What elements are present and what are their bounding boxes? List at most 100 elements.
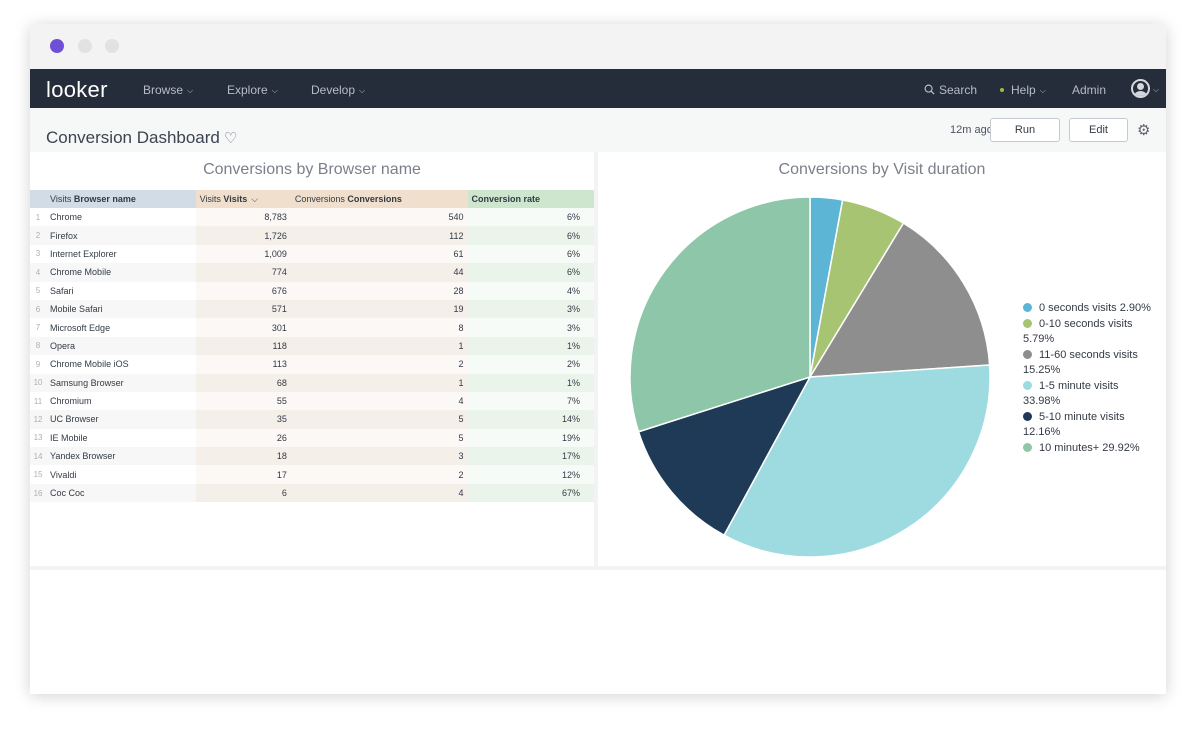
cell-conversion-rate: 67% — [467, 483, 594, 503]
cell-conversions: 19 — [290, 299, 468, 319]
cell-browser-name: Chromium — [50, 396, 92, 407]
cell-conversion-rate: 6% — [467, 244, 594, 264]
empty-tile-row — [30, 570, 1166, 694]
row-number: 9 — [35, 359, 41, 369]
legend-label: 10 minutes+ 29.92% — [1039, 441, 1140, 454]
window-titlebar — [30, 24, 1166, 69]
cell-conversions: 4 — [290, 391, 468, 411]
user-avatar-icon[interactable] — [1131, 79, 1150, 98]
column-header-conversion-rate[interactable]: Conversion rate — [467, 190, 594, 208]
row-number: 8 — [30, 336, 47, 356]
legend-item[interactable]: 5-10 minute visits 12.16% — [1023, 410, 1153, 441]
cell-conversion-rate: 3% — [467, 318, 594, 337]
cell-browser-name: Samsung Browser — [46, 373, 196, 392]
cell-visits: 68 — [195, 373, 291, 392]
cell-browser-name: Mobile Safari — [46, 299, 196, 319]
cell-conversions: 44 — [290, 263, 468, 282]
legend-item[interactable]: 10 minutes+ 29.92% — [1023, 441, 1153, 457]
table-row[interactable]: 8 Opera 118 1 1% — [30, 336, 594, 356]
chevron-down-icon: ⌵ — [187, 86, 194, 95]
cell-browser-name: Firefox — [46, 226, 196, 245]
row-number: 13 — [33, 433, 43, 443]
cell-browser-name: IE Mobile — [50, 432, 88, 443]
row-number: 3 — [35, 249, 41, 259]
edit-button[interactable]: Edit — [1069, 118, 1128, 142]
duration-tile-title: Conversions by Visit duration — [778, 161, 986, 178]
table-row[interactable]: 1 Chrome 8,783 540 6% — [30, 208, 594, 227]
looker-logo[interactable]: looker — [46, 77, 108, 102]
table-row[interactable]: 5 Safari 676 28 4% — [30, 281, 594, 300]
cell-browser-name: Chrome — [50, 212, 83, 223]
legend-item[interactable]: 11-60 seconds visits 15.25% — [1023, 348, 1153, 379]
cell-conversion-rate: 17% — [467, 447, 594, 466]
table-row[interactable]: 10 Samsung Browser 68 1 1% — [30, 373, 594, 392]
nav-browse[interactable]: Browse ⌵ — [143, 83, 193, 97]
top-navbar: looker Browse ⌵ Explore ⌵ Develop ⌵ Search … — [30, 69, 1166, 108]
table-row[interactable]: 6 Mobile Safari 571 19 3% — [30, 299, 594, 319]
cell-browser-name: Opera — [46, 336, 196, 356]
row-number: 14 — [30, 447, 47, 466]
column-header-conversions[interactable]: Conversions Conversions — [290, 190, 468, 208]
table-row[interactable]: 16 Coc Coc 6 4 67% — [30, 483, 594, 503]
cell-visits: 1,726 — [195, 226, 291, 245]
nav-develop[interactable]: Develop ⌵ — [311, 83, 365, 97]
table-row[interactable]: 4 Chrome Mobile 774 44 6% — [30, 263, 594, 282]
table-row[interactable]: 14 Yandex Browser 18 3 17% — [30, 447, 594, 466]
window-minimize-dot[interactable] — [78, 39, 92, 53]
browser-table-tile: Conversions by Browser name Visits Brows… — [30, 152, 594, 566]
legend-value: 12.16% — [1023, 426, 1061, 438]
chevron-down-icon[interactable]: ⌵ — [1153, 85, 1160, 94]
column-header-browser-name[interactable]: Visits Browser name — [46, 190, 196, 208]
nav-admin[interactable]: Admin — [1072, 83, 1107, 97]
cell-conversion-rate: 6% — [467, 263, 594, 282]
cell-conversions: 8 — [290, 318, 468, 337]
window-maximize-dot[interactable] — [105, 39, 119, 53]
cell-conversions: 5 — [290, 410, 468, 429]
nav-explore[interactable]: Explore ⌵ — [227, 83, 278, 97]
legend-item[interactable]: 1-5 minute visits 33.98% — [1023, 379, 1153, 410]
pie-slice[interactable] — [808, 222, 991, 378]
table-row[interactable]: 11 Chromium 55 4 7% — [30, 391, 594, 411]
header-prefix: Visits — [50, 194, 74, 204]
legend-label: 11-60 seconds visits — [1039, 348, 1138, 361]
cell-browser-name: Chrome Mobile iOS — [50, 359, 129, 370]
legend-label: 0 seconds visits 2.90% — [1039, 302, 1151, 314]
pie-slice[interactable] — [629, 196, 811, 433]
nav-search[interactable]: Search — [924, 83, 977, 97]
cell-conversion-rate: 14% — [467, 410, 594, 429]
run-button[interactable]: Run — [990, 118, 1060, 142]
cell-visits: 35 — [195, 410, 291, 429]
cell-visits: 8,783 — [195, 208, 291, 227]
table-row[interactable]: 9 Chrome Mobile iOS 113 2 2% — [30, 355, 594, 374]
legend-value: 33.98% — [1023, 395, 1061, 407]
header-bold: Browser name — [73, 194, 136, 204]
nav-help[interactable]: Help ⌵ — [1000, 83, 1046, 97]
duration-pie-chart — [629, 196, 991, 558]
column-header-visits[interactable]: Visits Visits ⌵ — [195, 190, 291, 208]
table-row[interactable]: 13 IE Mobile 26 5 19% — [30, 428, 594, 448]
legend-swatch — [1023, 411, 1032, 421]
legend-label: 1-5 minute visits — [1039, 379, 1119, 392]
gear-icon[interactable]: ⚙ — [1137, 122, 1151, 139]
window-close-dot[interactable] — [50, 39, 64, 53]
cell-conversions: 3 — [290, 447, 468, 466]
chevron-down-icon: ⌵ — [359, 86, 366, 95]
nav-develop-label: Develop — [311, 83, 356, 97]
cell-conversion-rate: 1% — [467, 373, 594, 392]
row-number: 6 — [30, 299, 47, 319]
table-row[interactable]: 7 Microsoft Edge 301 8 3% — [30, 318, 594, 337]
table-row[interactable]: 12 UC Browser 35 5 14% — [30, 410, 594, 429]
cell-conversions: 28 — [290, 281, 468, 300]
legend-item[interactable]: 0-10 seconds visits 5.79% — [1023, 317, 1153, 348]
table-row[interactable]: 3 Internet Explorer 1,009 61 6% — [30, 244, 594, 264]
cell-visits: 1,009 — [195, 244, 291, 264]
heart-icon[interactable]: ♡ — [223, 130, 238, 147]
table-row[interactable]: 15 Vivaldi 17 2 12% — [30, 465, 594, 484]
table-row[interactable]: 2 Firefox 1,726 112 6% — [30, 226, 594, 245]
pie-legend: 0 seconds visits 2.90% 0-10 seconds visit… — [1023, 301, 1153, 456]
cell-visits: 55 — [195, 391, 291, 411]
pie-slice[interactable] — [637, 375, 812, 537]
browser-table-body: 1 Chrome 8,783 540 6% 2 Firefox 1,726 112 6% 3 Inte… — [30, 208, 594, 503]
legend-item[interactable]: 0 seconds visits 2.90% — [1023, 301, 1153, 317]
cell-conversions: 4 — [290, 483, 468, 503]
